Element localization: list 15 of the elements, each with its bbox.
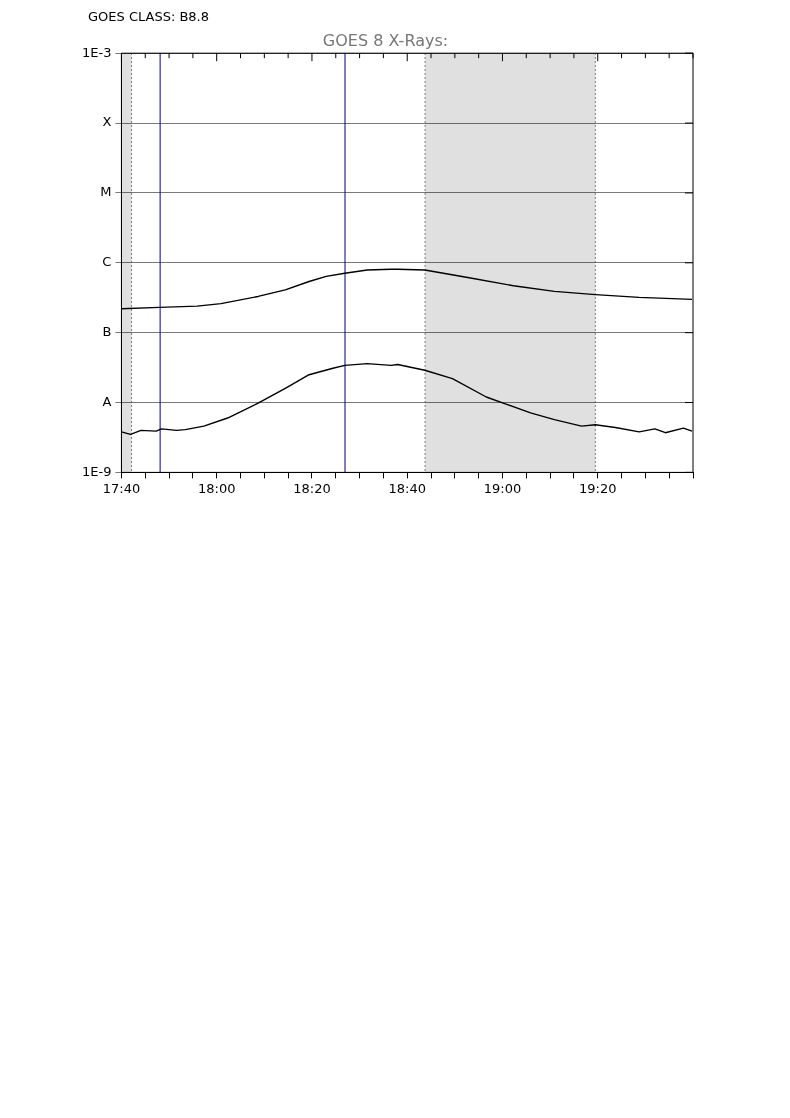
x-tick-label: 18:20 — [293, 480, 331, 496]
x-tick-label: 18:00 — [197, 480, 236, 496]
chart-title: GOES 8 X-Rays: — [322, 30, 449, 50]
y-tick-label: C — [102, 254, 112, 270]
y-tick-label: B — [102, 324, 112, 340]
y-tick-label: 1E-9 — [81, 463, 112, 479]
x-tick-label: 19:00 — [483, 480, 522, 496]
x-tick-label: 19:20 — [578, 480, 617, 496]
text: GOES CLASS: B8.8 — [88, 9, 210, 24]
x-tick-label: 17:40 — [102, 480, 141, 496]
y-tick-label: X — [102, 114, 112, 130]
x-tick-label: 18:40 — [388, 480, 426, 496]
y-tick-label: M — [100, 184, 112, 200]
y-tick-label: 1E-3 — [81, 44, 112, 60]
y-tick-label: A — [102, 393, 112, 409]
